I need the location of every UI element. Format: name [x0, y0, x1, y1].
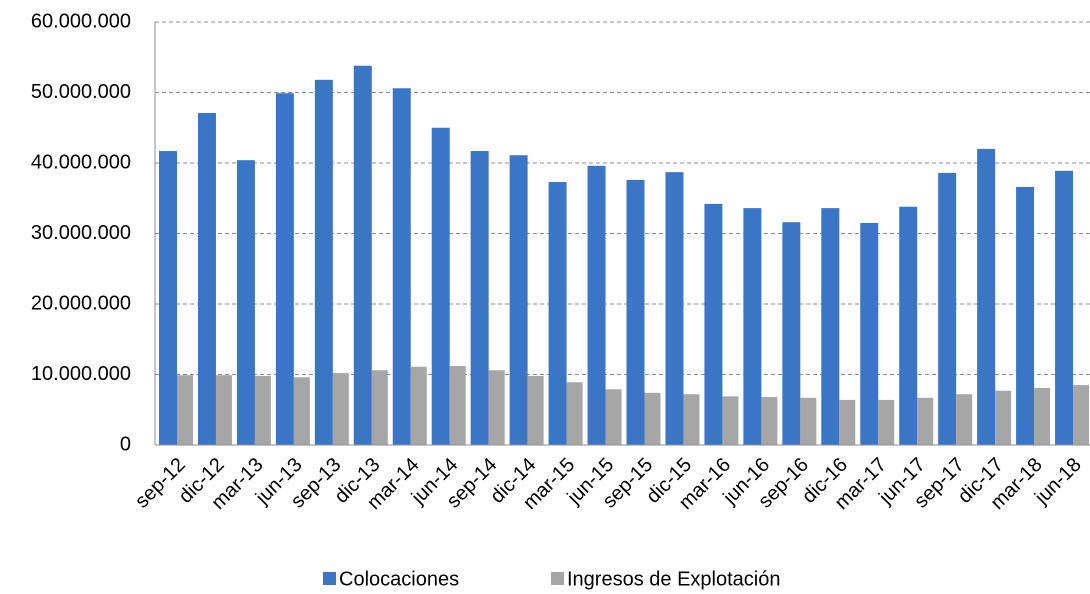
bar — [782, 222, 801, 445]
y-tick-label: 10.000.000 — [31, 363, 131, 385]
bar — [1034, 387, 1051, 445]
y-tick-label: 50.000.000 — [31, 81, 131, 103]
bar — [159, 151, 177, 445]
bar — [332, 373, 349, 445]
bar — [977, 148, 996, 445]
y-tick-label: 40.000.000 — [31, 151, 131, 173]
bar — [527, 375, 544, 445]
bar — [839, 399, 856, 445]
bar — [1055, 170, 1074, 445]
bar — [314, 79, 333, 445]
bar — [1073, 385, 1090, 445]
bar — [254, 375, 271, 445]
bar — [353, 65, 372, 446]
legend-swatch — [323, 572, 336, 585]
y-tick-label: 0 — [120, 433, 131, 455]
bar — [860, 222, 879, 445]
bar — [899, 206, 918, 445]
bar — [236, 160, 255, 445]
bar — [410, 366, 427, 445]
y-tick-label: 60.000.000 — [31, 10, 131, 32]
bar — [1016, 186, 1035, 445]
bar — [665, 172, 684, 446]
bar — [743, 208, 762, 445]
bar — [683, 394, 700, 445]
bar — [293, 377, 310, 445]
bar — [371, 370, 388, 445]
bar — [431, 127, 450, 445]
bar — [548, 182, 567, 445]
bar — [275, 93, 294, 445]
bar — [722, 396, 739, 445]
bar — [821, 208, 840, 445]
bar — [470, 151, 489, 445]
bar — [587, 165, 606, 445]
bar — [605, 389, 622, 445]
bar — [449, 366, 466, 445]
bar — [956, 394, 973, 445]
bar — [938, 172, 957, 445]
bar — [488, 370, 505, 445]
legend-label: Colocaciones — [339, 568, 459, 590]
bar — [197, 112, 216, 445]
bar — [917, 397, 934, 445]
bar — [215, 375, 232, 445]
bar — [566, 382, 583, 445]
bar — [392, 88, 411, 446]
legend-swatch — [551, 572, 564, 585]
x-tick-label: sep-12 — [131, 454, 190, 513]
y-tick-label: 20.000.000 — [31, 292, 131, 314]
bar — [800, 397, 817, 445]
legend-label: Ingresos de Explotación — [567, 568, 780, 590]
bar — [878, 399, 895, 445]
bar — [704, 203, 723, 445]
bar — [177, 375, 193, 445]
bar — [509, 155, 528, 445]
bar — [626, 179, 645, 446]
y-tick-label: 30.000.000 — [31, 222, 131, 244]
bar — [644, 392, 661, 445]
bar — [995, 390, 1012, 445]
bar — [761, 397, 778, 445]
